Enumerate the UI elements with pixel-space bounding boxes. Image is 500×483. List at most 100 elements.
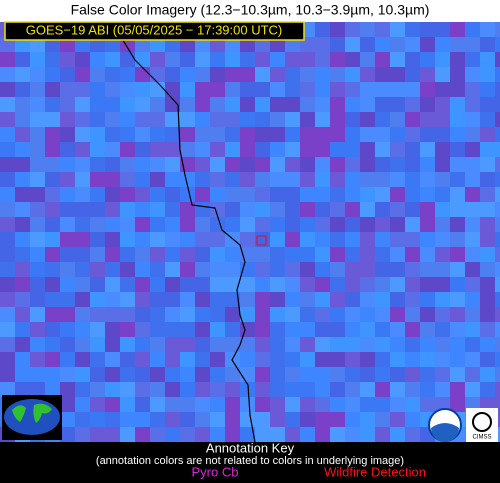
pixel (75, 142, 90, 157)
pixel (480, 352, 495, 367)
pixel (465, 187, 480, 202)
pixel (45, 382, 60, 397)
product-box (4, 21, 305, 41)
pixel (360, 352, 375, 367)
pixel (165, 127, 180, 142)
pixel (405, 382, 420, 397)
pixel (495, 217, 500, 232)
pixel (0, 367, 15, 382)
pixel (0, 307, 15, 322)
pixel (495, 277, 500, 292)
pixel (225, 307, 240, 322)
pixel (30, 67, 45, 82)
pixel (345, 142, 360, 157)
pixel (60, 277, 75, 292)
pixel (315, 337, 330, 352)
pixel (30, 142, 45, 157)
pixel (375, 67, 390, 82)
pixel (60, 187, 75, 202)
pixel (420, 352, 435, 367)
pixel (330, 397, 345, 412)
pixel (300, 367, 315, 382)
pixel (255, 427, 270, 442)
pixel (0, 157, 15, 172)
pixel (300, 277, 315, 292)
pixel (345, 292, 360, 307)
pixel (195, 187, 210, 202)
pixel (315, 127, 330, 142)
pixel (270, 247, 285, 262)
pixel (60, 157, 75, 172)
pixel (105, 202, 120, 217)
pixel (45, 82, 60, 97)
pixel (135, 97, 150, 112)
pixel (390, 232, 405, 247)
pixel (90, 142, 105, 157)
title-bar (0, 0, 500, 22)
pixel (30, 187, 45, 202)
pixel (90, 202, 105, 217)
pixel (225, 82, 240, 97)
pixel (420, 382, 435, 397)
pixel (15, 322, 30, 337)
pixel (255, 187, 270, 202)
pixel (210, 172, 225, 187)
svg-text:CIMSS: CIMSS (472, 435, 491, 441)
pixel (120, 232, 135, 247)
pixel (300, 292, 315, 307)
key-title: Annotation Key (206, 440, 295, 455)
pixel (45, 307, 60, 322)
pixel (135, 217, 150, 232)
pixel (165, 172, 180, 187)
pixel (225, 187, 240, 202)
pixel (390, 382, 405, 397)
pixel (45, 262, 60, 277)
pixel (345, 397, 360, 412)
pixel (180, 187, 195, 202)
pixel (105, 52, 120, 67)
pixel (405, 172, 420, 187)
pixel (150, 412, 165, 427)
pixel (285, 217, 300, 232)
pixel (180, 427, 195, 442)
pixel (45, 322, 60, 337)
pixel (165, 397, 180, 412)
pixel (135, 52, 150, 67)
pixel (375, 142, 390, 157)
pixel (435, 187, 450, 202)
pixel (15, 307, 30, 322)
pixel (135, 172, 150, 187)
pixel (240, 67, 255, 82)
pixel (225, 157, 240, 172)
pixel (180, 367, 195, 382)
pixel (360, 232, 375, 247)
pixel (120, 97, 135, 112)
pixel (45, 52, 60, 67)
pixel (285, 112, 300, 127)
pixel (60, 262, 75, 277)
pixel (75, 217, 90, 232)
pixel (285, 277, 300, 292)
pixel (270, 157, 285, 172)
pixel (300, 82, 315, 97)
pixel (420, 277, 435, 292)
pixel (60, 142, 75, 157)
pixel (105, 382, 120, 397)
pixel (345, 262, 360, 277)
pixel (165, 382, 180, 397)
pixel (75, 307, 90, 322)
pixel (330, 202, 345, 217)
pixel (45, 187, 60, 202)
pixel (90, 397, 105, 412)
pixel (105, 232, 120, 247)
pixel (150, 67, 165, 82)
pixel (390, 82, 405, 97)
pixel (165, 277, 180, 292)
pixel (315, 157, 330, 172)
pixel (255, 397, 270, 412)
pixel (75, 427, 90, 442)
pixel (180, 52, 195, 67)
pixel (315, 277, 330, 292)
pixel (285, 232, 300, 247)
pixel (300, 412, 315, 427)
